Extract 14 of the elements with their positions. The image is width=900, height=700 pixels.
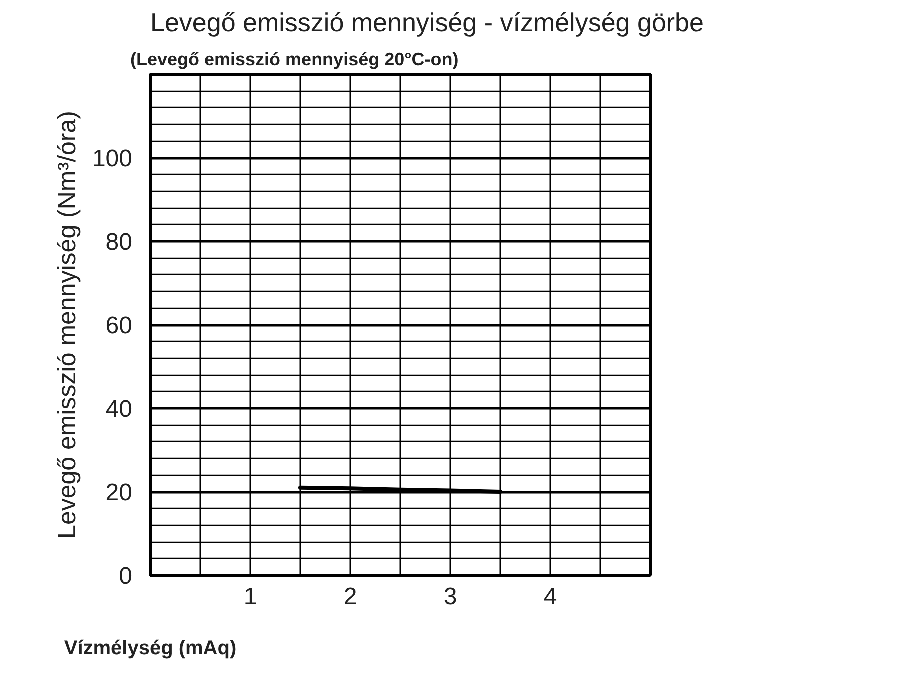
y-tick-label: 40 bbox=[106, 396, 133, 423]
x-tick-label: 1 bbox=[244, 584, 258, 610]
y-tick-label: 100 bbox=[92, 146, 133, 172]
x-axis-title: Vízmélység (mAq) bbox=[64, 638, 237, 660]
x-tick-label: 2 bbox=[344, 584, 358, 610]
x-tick-label: 4 bbox=[544, 584, 558, 610]
chart-title: Levegő emisszió mennyiség - vízmélység görbe bbox=[150, 8, 704, 38]
y-tick-label: 20 bbox=[106, 480, 133, 506]
x-tick-label: 3 bbox=[444, 584, 458, 610]
y-axis-title: Levegő emisszió mennyiség (Nm³/óra) bbox=[53, 111, 82, 539]
chart-subtitle: (Levegő emisszió mennyiség 20°C-on) bbox=[130, 50, 459, 70]
y-tick-label: 0 bbox=[119, 563, 133, 590]
y-tick-label: 80 bbox=[106, 229, 133, 256]
y-tick-label: 60 bbox=[106, 312, 133, 340]
